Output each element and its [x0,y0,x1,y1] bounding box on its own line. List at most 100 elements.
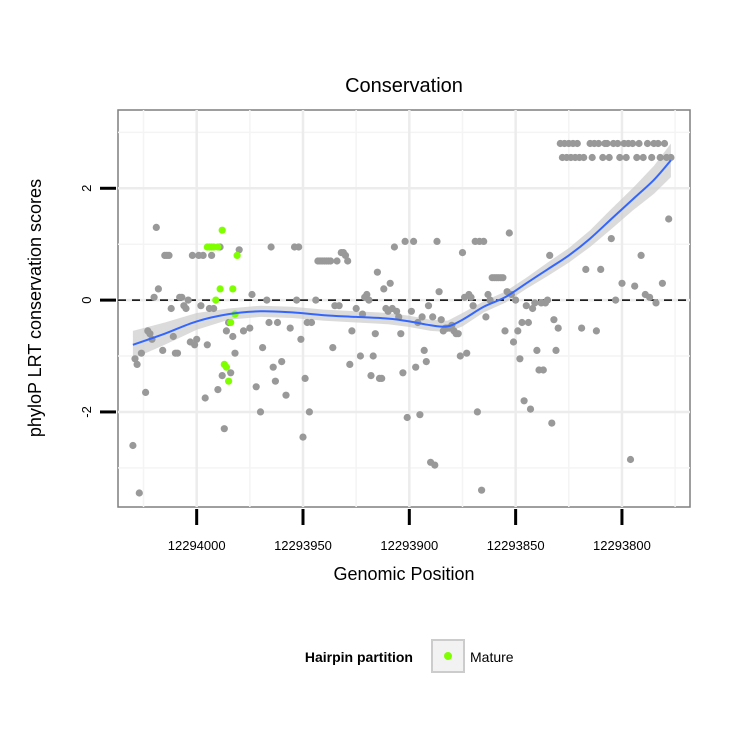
x-tick-label: 12293850 [487,538,545,553]
data-point [531,299,539,307]
data-point [437,316,445,324]
data-point [582,265,590,273]
data-point [152,223,160,231]
data-point [363,290,371,299]
data-point [378,374,386,382]
data-point [456,352,464,360]
data-point [329,344,337,352]
data-point [129,441,137,450]
data-point [295,243,303,251]
data-point [656,153,664,162]
x-axis-title: Genomic Position [333,564,474,584]
data-point [203,341,211,349]
data-point [135,489,143,497]
data-point [648,153,656,162]
data-point [271,377,279,385]
data-point [365,296,373,304]
data-point [305,408,313,416]
data-point [578,324,586,332]
data-point [607,235,615,243]
chart-title: Conservation [345,75,463,97]
data-point [588,153,596,162]
data-point [246,324,254,332]
data-point [146,330,154,338]
data-point [433,237,441,245]
data-point [178,293,186,301]
data-point [469,302,477,310]
data-point [293,296,301,304]
data-point [526,405,535,413]
data-point [256,408,265,416]
legend-title: Hairpin partition [305,649,413,665]
data-point [397,330,405,338]
data-point [484,290,492,299]
data-point [407,307,415,315]
data-point [614,139,622,148]
data-point [399,369,407,377]
data-point [612,296,620,304]
data-point [371,330,379,338]
data-point [643,139,652,148]
data-point [605,153,613,162]
smooth-line-layer [132,159,672,346]
data-point [259,344,267,352]
data-point [435,288,443,296]
data-point [639,153,647,162]
data-point [622,153,630,162]
legend: Hairpin partition Mature [305,639,514,673]
x-tick-label: 12293950 [274,538,332,553]
data-point [263,296,271,304]
points-layer [129,139,675,497]
data-point [514,327,522,335]
data-point [201,394,209,402]
data-point [142,388,150,396]
data-point [529,304,537,313]
data-point [369,352,377,360]
data-point [386,279,394,287]
data-point [356,352,364,360]
data-point [282,391,290,399]
data-point [548,419,556,427]
data-point [550,316,558,324]
data-point [222,327,230,335]
data-point [220,425,228,433]
loess-smooth-line [132,159,672,346]
data-point [501,327,509,335]
data-point [286,324,294,332]
data-point [373,268,381,276]
data-point [301,374,309,382]
data-point [416,411,424,419]
data-point [401,237,409,245]
data-point [191,341,199,349]
data-point [131,355,139,363]
data-point [346,360,354,368]
data-point [312,296,320,304]
data-point [159,346,167,354]
mature-point [214,243,222,251]
legend-label-mature: Mature [470,649,514,665]
data-point [431,461,439,469]
data-point [133,360,141,368]
data-point [390,243,398,251]
data-point [463,349,471,357]
data-point [367,372,375,380]
data-point [358,310,367,318]
data-point [654,139,662,148]
data-point [229,332,237,341]
data-point [265,318,273,327]
data-point [169,332,177,341]
data-point [509,338,518,346]
data-point [618,279,626,287]
plot-panel [117,109,691,508]
data-point [380,285,388,293]
data-point [252,383,260,391]
data-point [273,318,282,327]
data-point [150,293,158,301]
mature-point [233,251,241,259]
data-point [626,455,635,464]
y-tick-label: 0 [79,296,94,303]
x-tick-label: 12294000 [168,538,226,553]
data-point [518,318,526,327]
data-point [597,265,605,273]
